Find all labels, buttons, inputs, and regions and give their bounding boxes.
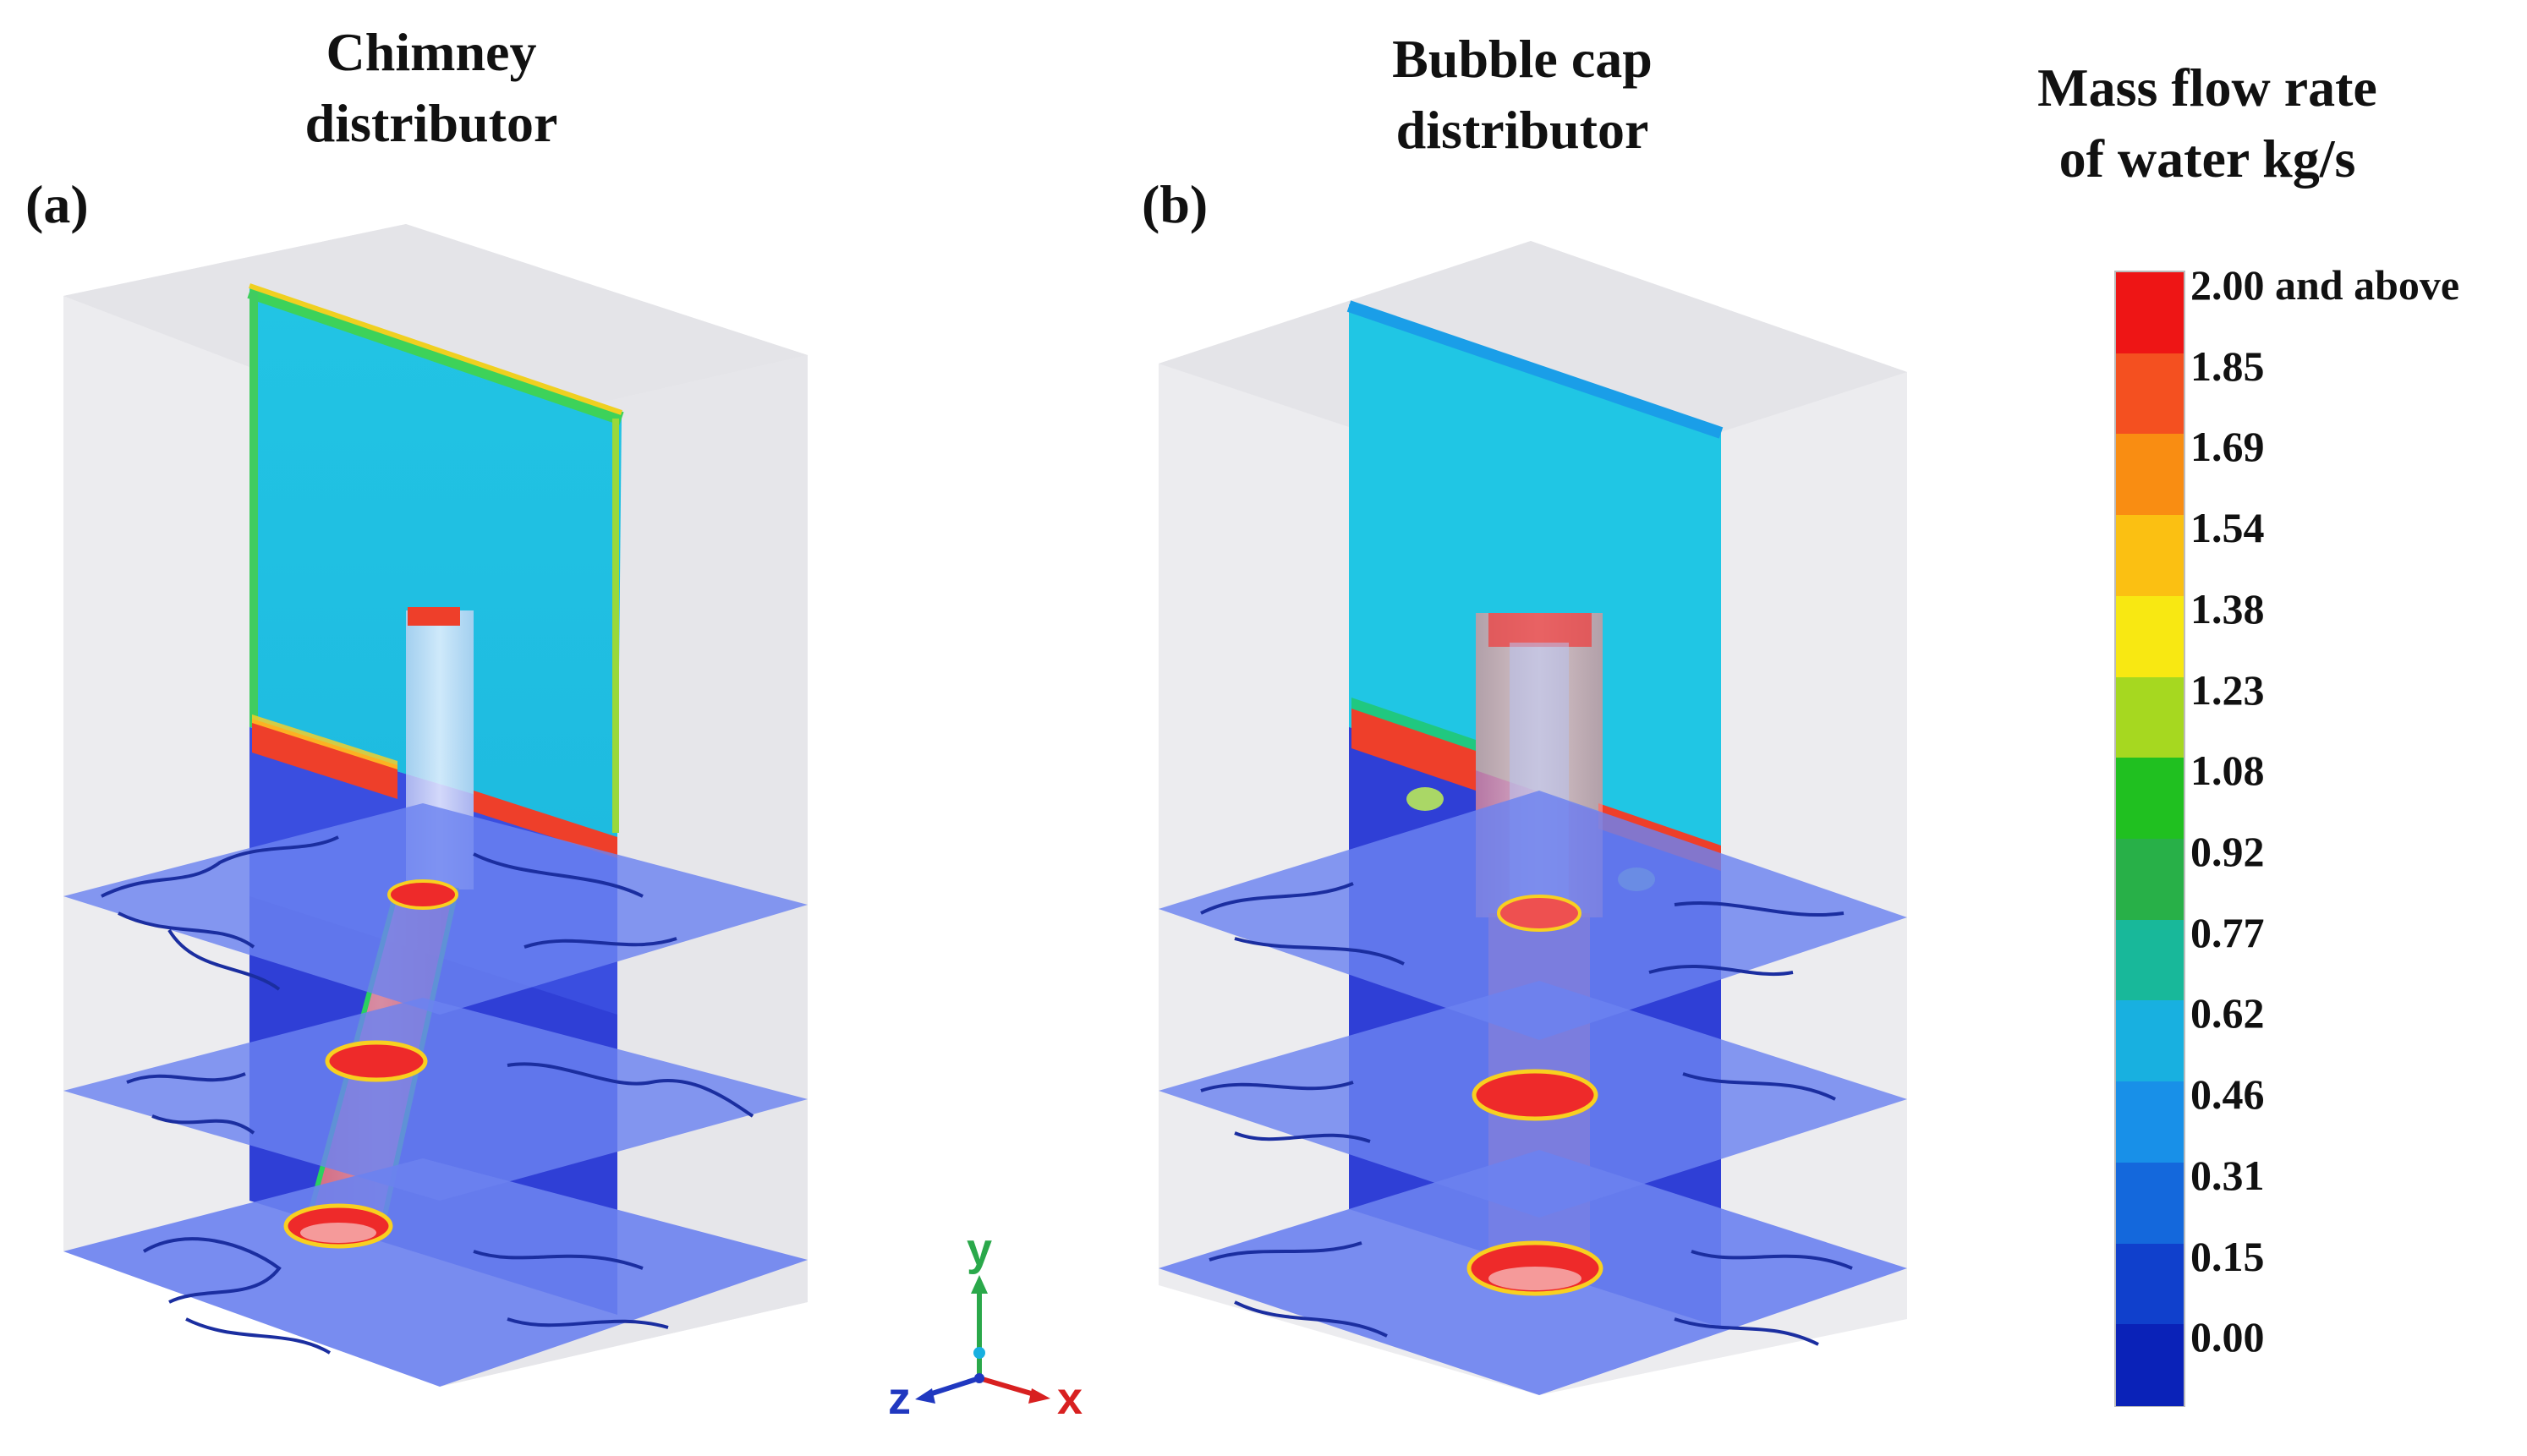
panel-b-plane-top xyxy=(1159,791,1907,1040)
colorbar-tick-label: 2.00 and above xyxy=(2190,261,2460,309)
axis-triad: y x z xyxy=(888,1226,1083,1420)
colorbar-segment xyxy=(2116,1081,2184,1163)
colorbar-tick-label: 0.00 xyxy=(2190,1313,2265,1361)
panel-b-title: Bubble cap distributor xyxy=(1392,29,1653,160)
colorbar-tick-label: 1.23 xyxy=(2190,665,2265,714)
colorbar-tick-label: 0.77 xyxy=(2190,908,2265,956)
colorbar-tick-label: 0.46 xyxy=(2190,1070,2265,1119)
colorbar-segment xyxy=(2116,434,2184,517)
colorbar-segment xyxy=(2116,595,2184,678)
colorbar-title: Mass flow rate of water kg/s xyxy=(2037,57,2377,189)
colorbar-segment xyxy=(2116,272,2184,354)
colorbar-segment xyxy=(2116,758,2184,840)
colorbar-tick-label: 1.54 xyxy=(2190,504,2265,552)
panel-b-label: (b) xyxy=(1142,174,1209,234)
colorbar-segment xyxy=(2116,1000,2184,1083)
axis-origin xyxy=(973,1347,985,1359)
colorbar-segment xyxy=(2116,1243,2184,1326)
colorbar-segment xyxy=(2116,919,2184,1002)
panel-b-plane-bottom xyxy=(1159,1150,1907,1395)
colorbar xyxy=(2114,271,2185,1407)
x-axis-letter: x xyxy=(1057,1373,1083,1420)
colorbar-segment xyxy=(2116,1162,2184,1245)
colorbar-segment xyxy=(2116,515,2184,597)
z-axis-arrowhead xyxy=(915,1388,935,1404)
x-axis-arrowhead xyxy=(1028,1388,1050,1404)
panel-a-title: Chimney distributor xyxy=(304,22,558,153)
colorbar-tick-label: 0.62 xyxy=(2190,989,2265,1037)
colorbar-segment xyxy=(2116,839,2184,921)
panel-a-label: (a) xyxy=(25,174,89,234)
z-axis-arrow xyxy=(926,1376,980,1398)
y-axis-arrowhead xyxy=(971,1275,988,1294)
colorbar-tick-label: 1.08 xyxy=(2190,747,2265,795)
colorbar-segment xyxy=(2116,353,2184,435)
colorbar-tick-label: 0.92 xyxy=(2190,828,2265,875)
colorbar-tick-label: 1.38 xyxy=(2190,584,2265,632)
colorbar-tick-label: 1.85 xyxy=(2190,342,2265,390)
panel-a-plane-top xyxy=(63,803,808,1015)
colorbar-tick-label: 0.31 xyxy=(2190,1151,2265,1199)
z-axis-letter: z xyxy=(888,1373,911,1420)
colorbar-segment xyxy=(2116,676,2184,759)
panel-a-plane-mid xyxy=(63,998,808,1201)
colorbar-tick-label: 0.15 xyxy=(2190,1232,2265,1280)
colorbar-tick-label: 1.69 xyxy=(2190,423,2265,471)
x-axis-arrow xyxy=(978,1376,1038,1398)
colorbar-segment xyxy=(2116,1324,2184,1406)
panel-b-plane-mid xyxy=(1159,981,1907,1218)
y-axis-letter: y xyxy=(967,1226,992,1275)
panel-a-plane-bottom xyxy=(63,1158,808,1387)
